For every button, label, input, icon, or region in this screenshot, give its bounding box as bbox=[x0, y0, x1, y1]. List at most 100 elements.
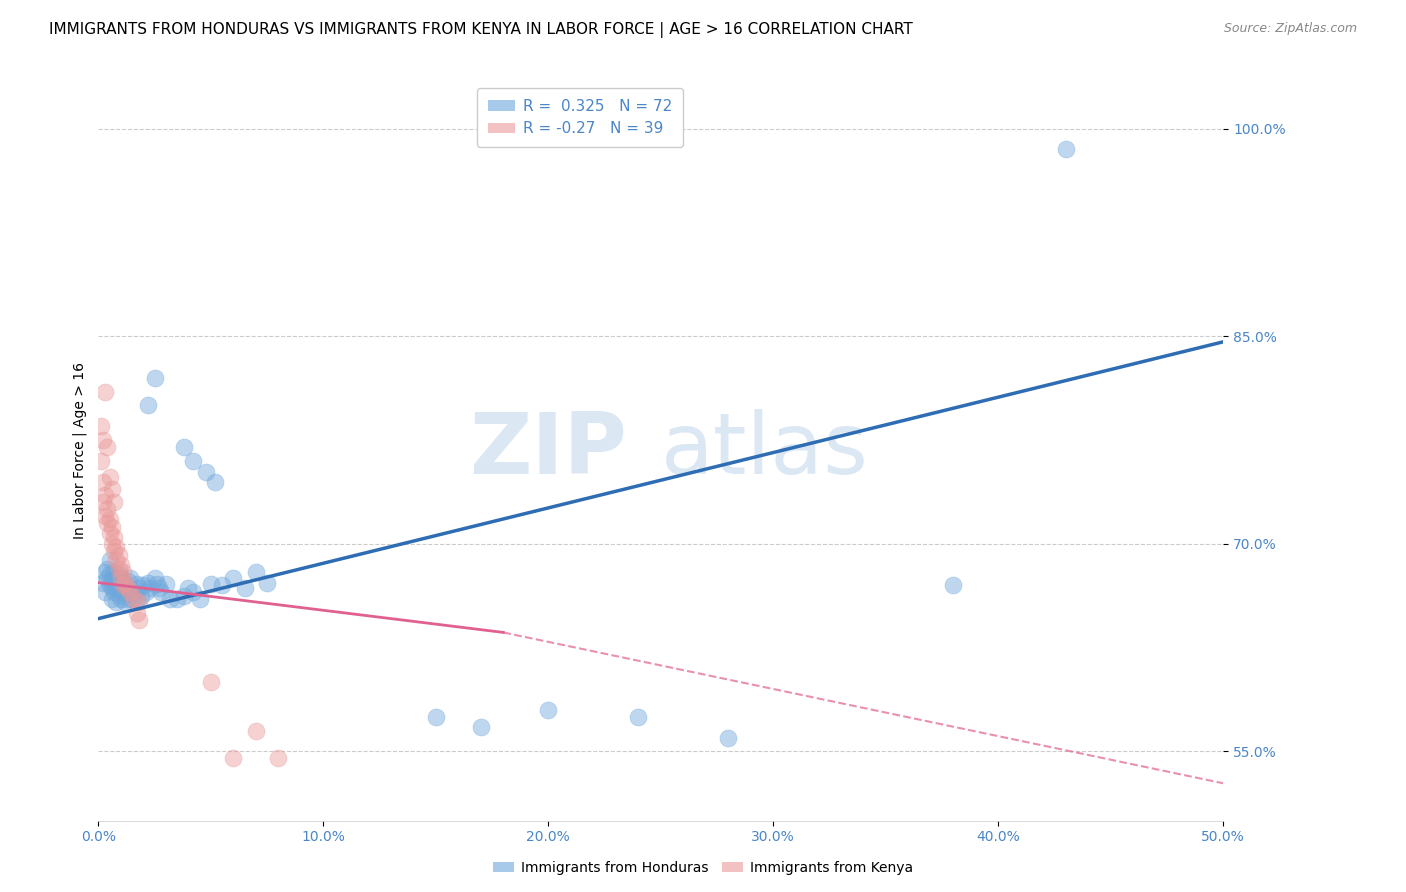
Point bbox=[118, 585, 141, 599]
Point bbox=[101, 520, 124, 534]
Point bbox=[112, 578, 135, 592]
Legend: Immigrants from Honduras, Immigrants from Kenya: Immigrants from Honduras, Immigrants fro… bbox=[488, 855, 918, 880]
Y-axis label: In Labor Force | Age > 16: In Labor Force | Age > 16 bbox=[73, 362, 87, 539]
Point bbox=[107, 577, 129, 591]
Point bbox=[125, 577, 148, 591]
Point bbox=[195, 465, 218, 479]
Point bbox=[222, 751, 245, 765]
Point bbox=[425, 710, 447, 724]
Point bbox=[90, 419, 112, 434]
Point bbox=[128, 595, 150, 609]
Point bbox=[181, 585, 204, 599]
Point bbox=[94, 488, 117, 502]
Point bbox=[101, 581, 124, 595]
Point bbox=[124, 585, 146, 599]
Point bbox=[105, 553, 128, 567]
Point bbox=[135, 585, 157, 599]
Point bbox=[94, 585, 117, 599]
Point bbox=[117, 581, 139, 595]
Point bbox=[107, 588, 129, 602]
Point bbox=[470, 828, 492, 842]
Point bbox=[132, 578, 155, 592]
Point bbox=[942, 578, 965, 592]
Point bbox=[107, 562, 129, 576]
Point bbox=[101, 572, 124, 586]
Point bbox=[150, 585, 173, 599]
Point bbox=[105, 540, 128, 554]
Point bbox=[96, 440, 118, 454]
Point bbox=[96, 502, 118, 516]
Text: ZIP: ZIP bbox=[470, 409, 627, 492]
Point bbox=[166, 592, 188, 607]
Point bbox=[91, 495, 114, 509]
Point bbox=[110, 581, 132, 595]
Text: atlas: atlas bbox=[661, 409, 869, 492]
Point bbox=[256, 575, 278, 590]
Text: IMMIGRANTS FROM HONDURAS VS IMMIGRANTS FROM KENYA IN LABOR FORCE | AGE > 16 CORR: IMMIGRANTS FROM HONDURAS VS IMMIGRANTS F… bbox=[49, 22, 912, 38]
Point bbox=[110, 572, 132, 586]
Point bbox=[222, 572, 245, 586]
Point bbox=[125, 606, 148, 620]
Point bbox=[233, 581, 256, 595]
Point bbox=[136, 575, 159, 590]
Point bbox=[118, 572, 141, 586]
Point bbox=[96, 572, 118, 586]
Point bbox=[200, 577, 222, 591]
Text: Source: ZipAtlas.com: Source: ZipAtlas.com bbox=[1223, 22, 1357, 36]
Point bbox=[159, 592, 181, 607]
Point bbox=[114, 575, 136, 590]
Point bbox=[96, 562, 118, 576]
Point bbox=[112, 565, 135, 579]
Point bbox=[117, 592, 139, 607]
Point bbox=[125, 592, 148, 607]
Point bbox=[121, 592, 143, 607]
Point bbox=[470, 720, 492, 734]
Point bbox=[103, 543, 125, 558]
Point bbox=[200, 675, 222, 690]
Point bbox=[98, 525, 121, 540]
Point bbox=[211, 578, 233, 592]
Point bbox=[143, 572, 166, 586]
Point bbox=[96, 516, 118, 530]
Point bbox=[114, 581, 136, 595]
Point bbox=[204, 475, 226, 489]
Point bbox=[107, 567, 129, 582]
Point bbox=[94, 384, 117, 399]
Point bbox=[245, 723, 267, 738]
Point bbox=[627, 710, 650, 724]
Point bbox=[103, 575, 125, 590]
Point bbox=[105, 595, 128, 609]
Point bbox=[110, 592, 132, 607]
Point bbox=[148, 581, 170, 595]
Point bbox=[112, 585, 135, 599]
Point bbox=[91, 575, 114, 590]
Point bbox=[173, 440, 195, 454]
Point bbox=[188, 592, 211, 607]
Legend: R =  0.325   N = 72, R = -0.27   N = 39: R = 0.325 N = 72, R = -0.27 N = 39 bbox=[477, 88, 683, 147]
Point bbox=[98, 567, 121, 582]
Point bbox=[114, 595, 136, 609]
Point bbox=[98, 553, 121, 567]
Point bbox=[181, 454, 204, 468]
Point bbox=[103, 495, 125, 509]
Point bbox=[1054, 143, 1077, 157]
Point bbox=[91, 475, 114, 489]
Point bbox=[101, 537, 124, 551]
Point bbox=[105, 572, 128, 586]
Point bbox=[173, 590, 195, 604]
Point bbox=[103, 530, 125, 544]
Point bbox=[139, 581, 162, 595]
Point bbox=[146, 577, 169, 591]
Point bbox=[103, 585, 125, 599]
Point bbox=[112, 575, 135, 590]
Point bbox=[101, 482, 124, 496]
Point bbox=[91, 433, 114, 447]
Point bbox=[98, 578, 121, 592]
Point bbox=[128, 581, 150, 595]
Point bbox=[98, 470, 121, 484]
Point bbox=[155, 577, 177, 591]
Point bbox=[124, 592, 146, 607]
Point bbox=[717, 731, 740, 745]
Point bbox=[128, 613, 150, 627]
Point bbox=[94, 509, 117, 524]
